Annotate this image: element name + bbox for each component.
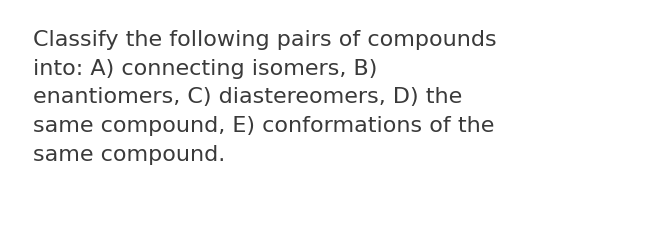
Text: Classify the following pairs of compounds
into: A) connecting isomers, B)
enanti: Classify the following pairs of compound… [33,30,497,165]
